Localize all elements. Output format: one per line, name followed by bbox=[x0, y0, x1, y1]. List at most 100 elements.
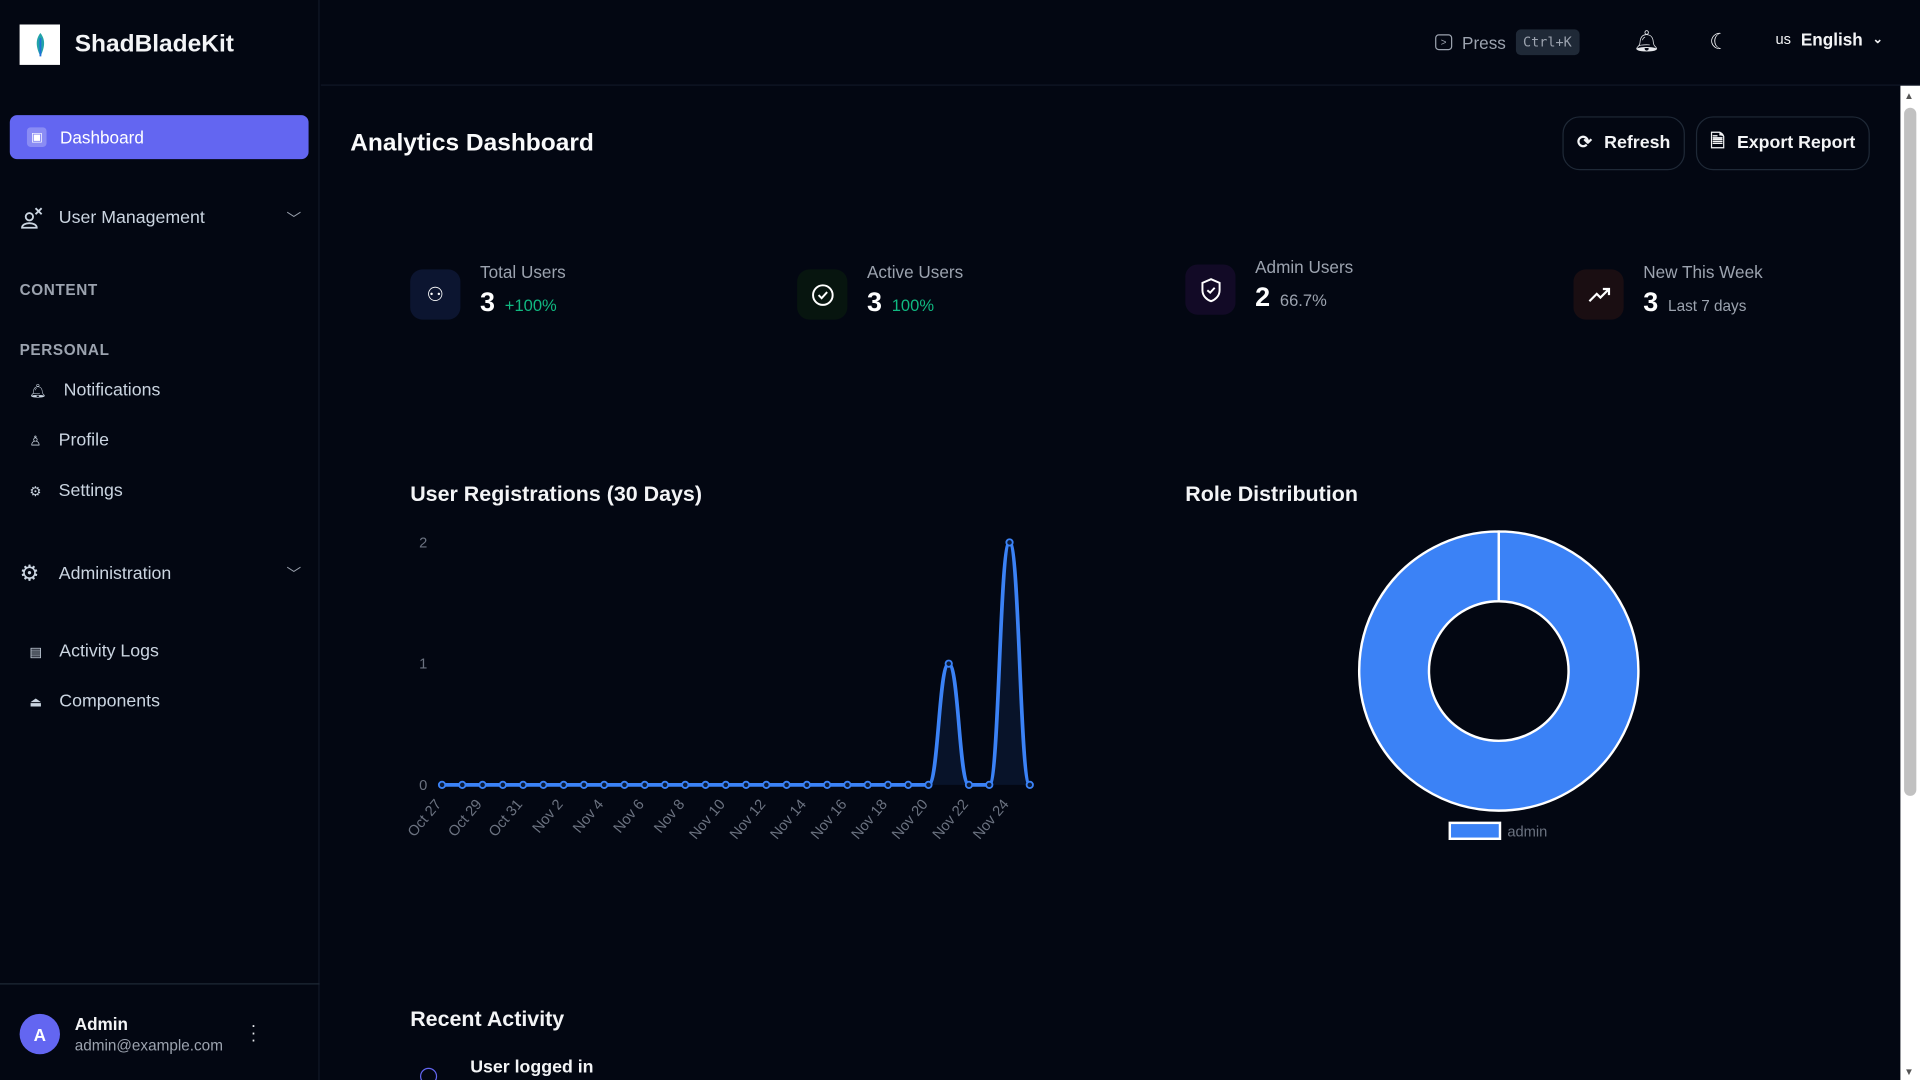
scroll-down-icon[interactable]: ▼ bbox=[1904, 1066, 1914, 1078]
data-point[interactable] bbox=[437, 780, 447, 790]
sidebar-item-administration[interactable]: ⚙ Administration ﹀ bbox=[20, 561, 302, 587]
stat-active-users: Active Users 3 100% bbox=[797, 262, 963, 320]
data-point[interactable] bbox=[782, 780, 791, 790]
sidebar-item-user-management[interactable]: User Management ﹀ bbox=[20, 206, 302, 230]
flag-code: us bbox=[1775, 30, 1792, 48]
data-point[interactable] bbox=[721, 780, 730, 790]
shield-check-icon bbox=[1185, 264, 1236, 315]
sidebar-item-activity-logs[interactable]: ▤ Activity Logs bbox=[29, 642, 311, 662]
x-tick-label: Nov 14 bbox=[768, 797, 810, 843]
stat-value: 3 bbox=[480, 286, 496, 318]
data-point[interactable] bbox=[458, 780, 467, 790]
stat-value: 2 bbox=[1255, 281, 1271, 313]
data-point[interactable] bbox=[660, 780, 670, 790]
users-icon: ⚇ bbox=[410, 269, 461, 320]
data-point[interactable] bbox=[1005, 538, 1014, 547]
data-point[interactable] bbox=[883, 780, 893, 790]
refresh-button[interactable]: ⟳ Refresh bbox=[1562, 116, 1685, 171]
data-point[interactable] bbox=[1025, 780, 1034, 790]
more-vertical-icon[interactable]: · · · bbox=[250, 1015, 257, 1050]
data-point[interactable] bbox=[701, 780, 710, 790]
x-tick-label: Nov 22 bbox=[930, 797, 972, 843]
role-chart-title: Role Distribution bbox=[1185, 481, 1358, 506]
legend-label[interactable]: admin bbox=[1507, 824, 1547, 840]
export-report-button[interactable]: 🗎︎ Export Report bbox=[1695, 116, 1870, 171]
data-point[interactable] bbox=[741, 780, 751, 790]
data-point[interactable] bbox=[904, 780, 913, 790]
x-tick-label: Nov 6 bbox=[611, 797, 648, 837]
stat-label: Admin Users bbox=[1255, 257, 1354, 277]
logo-icon bbox=[19, 24, 61, 65]
data-point[interactable] bbox=[559, 780, 568, 790]
x-tick-label: Nov 16 bbox=[808, 797, 850, 843]
refresh-icon: ⟳ bbox=[1577, 133, 1592, 154]
command-palette-button[interactable]: > Press Ctrl+K bbox=[1435, 29, 1580, 56]
bell-icon[interactable]: 🔔︎ bbox=[1633, 29, 1660, 53]
moon-icon[interactable]: ☾ bbox=[1709, 29, 1730, 54]
recent-activity-title: Recent Activity bbox=[410, 1006, 565, 1032]
data-point[interactable] bbox=[823, 780, 832, 790]
y-tick-label: 0 bbox=[419, 778, 427, 794]
avatar: A bbox=[19, 1013, 61, 1055]
data-point[interactable] bbox=[600, 780, 609, 790]
scrollbar-thumb[interactable] bbox=[1904, 107, 1917, 796]
bell-icon: 🔔︎ bbox=[29, 383, 47, 399]
data-point[interactable] bbox=[640, 780, 649, 790]
data-point[interactable] bbox=[498, 780, 507, 790]
box-icon: ⏏ bbox=[29, 694, 43, 710]
terminal-icon: > bbox=[1435, 34, 1453, 51]
data-point[interactable] bbox=[620, 780, 629, 790]
scrollbar[interactable]: ▲ ▼ bbox=[1900, 85, 1920, 1080]
stat-delta: Last 7 days bbox=[1668, 297, 1747, 315]
check-circle-icon bbox=[797, 269, 848, 320]
topbar: > Press Ctrl+K 🔔︎ ☾ us English ⌄ bbox=[320, 0, 1920, 86]
x-tick-label: Nov 10 bbox=[687, 797, 729, 843]
user-icon: ♙ bbox=[29, 434, 42, 449]
language-select[interactable]: us English ⌄ bbox=[1776, 29, 1883, 49]
data-point[interactable] bbox=[924, 780, 933, 790]
dashboard-icon: ▣ bbox=[26, 127, 47, 147]
stat-new-this-week: New This Week 3 Last 7 days bbox=[1573, 262, 1763, 320]
stat-admin-users: Admin Users 2 66.7% bbox=[1185, 257, 1353, 315]
brand-name: ShadBladeKit bbox=[74, 30, 234, 58]
sidebar-item-label: Dashboard bbox=[60, 127, 144, 147]
data-point[interactable] bbox=[539, 780, 548, 790]
page-title: Analytics Dashboard bbox=[350, 129, 594, 157]
sidebar-item-components[interactable]: ⏏ Components bbox=[29, 692, 311, 712]
pie-slice-admin[interactable] bbox=[1358, 530, 1640, 812]
sidebar-item-label: User Management bbox=[58, 208, 205, 228]
data-point[interactable] bbox=[681, 780, 690, 790]
clipboard-icon: ▤ bbox=[29, 644, 43, 660]
data-point[interactable] bbox=[964, 780, 974, 790]
gear-icon: ⚙ bbox=[19, 560, 40, 586]
sidebar-item-profile[interactable]: ♙ Profile bbox=[29, 431, 311, 451]
chevron-down-icon: ﹀ bbox=[286, 210, 302, 228]
stat-delta: +100% bbox=[504, 296, 557, 315]
brand[interactable]: ShadBladeKit bbox=[19, 24, 234, 65]
data-point[interactable] bbox=[863, 780, 872, 790]
sidebar-item-notifications[interactable]: 🔔︎ Notifications bbox=[29, 381, 311, 401]
user-menu[interactable]: A Admin admin@example.com · · · bbox=[0, 983, 320, 1080]
data-point[interactable] bbox=[579, 780, 589, 790]
sidebar-item-dashboard[interactable]: ▣ Dashboard bbox=[9, 115, 309, 160]
data-point[interactable] bbox=[762, 780, 771, 790]
x-tick-label: Oct 29 bbox=[446, 797, 486, 840]
registrations-chart-title: User Registrations (30 Days) bbox=[410, 481, 702, 506]
data-point[interactable] bbox=[944, 659, 953, 668]
y-tick-label: 2 bbox=[419, 535, 427, 551]
data-point[interactable] bbox=[802, 780, 811, 790]
stat-value: 3 bbox=[866, 286, 882, 318]
data-point[interactable] bbox=[478, 780, 487, 790]
sidebar-item-settings[interactable]: ⚙ Settings bbox=[29, 481, 311, 501]
sidebar-item-label: Activity Logs bbox=[59, 641, 159, 662]
x-tick-label: Oct 31 bbox=[486, 797, 526, 840]
x-tick-label: Nov 8 bbox=[651, 797, 688, 837]
sidebar-item-label: Components bbox=[59, 691, 160, 712]
data-point[interactable] bbox=[843, 780, 852, 790]
scroll-up-icon[interactable]: ▲ bbox=[1904, 90, 1914, 102]
x-tick-label: Nov 2 bbox=[530, 797, 567, 837]
chevron-down-icon: ⌄ bbox=[1872, 32, 1883, 46]
data-point[interactable] bbox=[519, 780, 528, 790]
data-point[interactable] bbox=[985, 780, 994, 790]
